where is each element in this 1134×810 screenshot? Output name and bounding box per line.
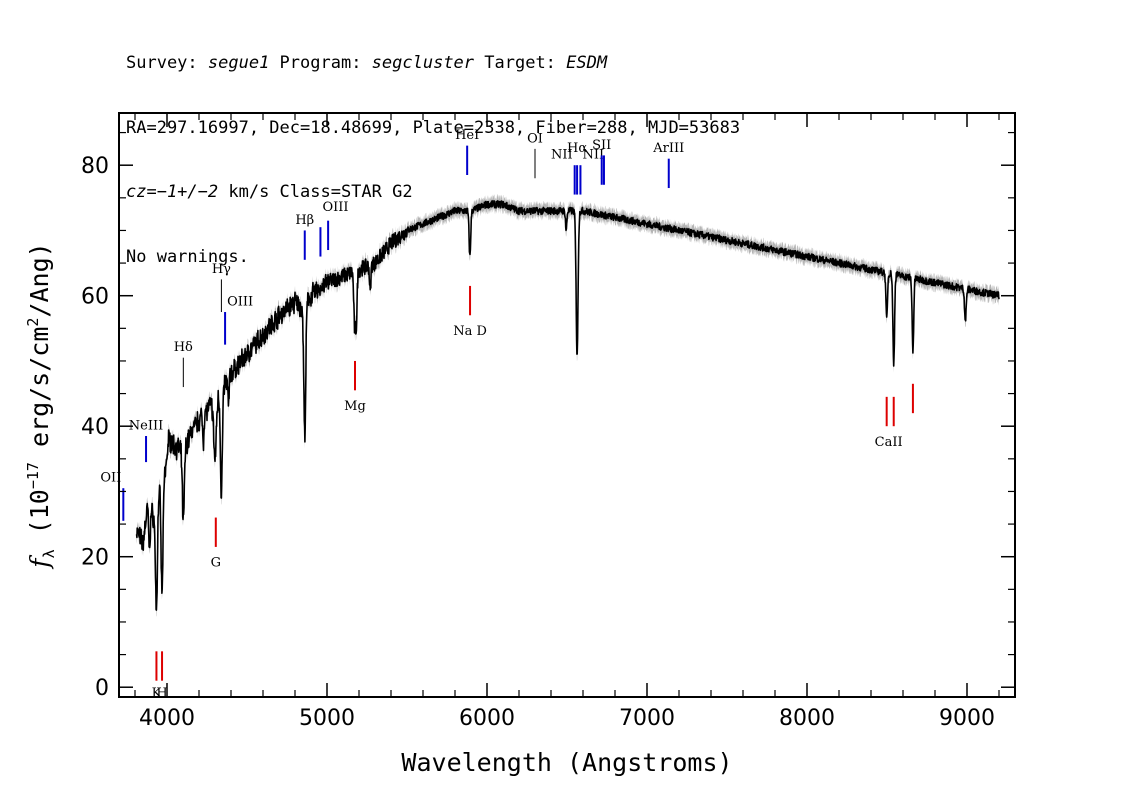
header-survey-part-4: Target:: [474, 53, 567, 73]
x-tick-label-3: 7000: [619, 706, 675, 731]
ylabel-pre: (10: [25, 489, 54, 549]
header-survey-part-5: ESDM: [566, 53, 608, 73]
y-tick-label-4: 80: [81, 154, 109, 179]
absorption-label-4: Na D: [453, 324, 487, 339]
x-axis-title: Wavelength (Angstroms): [401, 748, 732, 777]
emission-label-8: HeI: [455, 128, 479, 143]
header-survey-part-2: Program:: [269, 53, 372, 73]
ylabel-sub: λ: [40, 549, 58, 558]
header-redshift-part-0: cz=−1+/−2: [126, 182, 219, 202]
absorption-label-2: G: [211, 555, 221, 570]
header-line-coordinates: RA=297.16997, Dec=18.48699, Plate=2338, …: [126, 117, 741, 138]
x-tick-label-2: 6000: [459, 706, 515, 731]
emission-label-2: Hδ: [174, 340, 193, 355]
header-redshift-part-1: km/s Class=STAR G2: [218, 182, 413, 202]
absorption-label-5: CaII: [875, 435, 903, 450]
emission-label-1: NeIII: [129, 418, 163, 433]
y-tick-label-3: 60: [81, 285, 109, 310]
emission-label-6: OIII: [322, 200, 348, 215]
emission-label-0: OII: [100, 471, 121, 486]
error-band: [136, 194, 1000, 617]
emission-label-12: NII: [582, 148, 604, 163]
header-line-survey: Survey: segue1 Program: segcluster Targe…: [126, 53, 1116, 75]
header-survey-part-1: segue1: [207, 53, 270, 73]
emission-label-15: ArIII: [652, 141, 684, 156]
x-tick-label-4: 8000: [779, 706, 835, 731]
plot-frame: [118, 112, 1016, 698]
emission-label-9: OI: [527, 131, 543, 146]
y-axis-title: fλ (10−17 erg/s/cm2/Ang): [24, 242, 58, 569]
spectrum-series: [135, 194, 1000, 617]
x-tick-label-0: 4000: [139, 706, 195, 731]
emission-label-10: NII: [551, 148, 573, 163]
emission-label-5: Hβ: [295, 213, 314, 228]
emission-label-13: SII: [592, 138, 611, 153]
absorption-label-1: H: [156, 686, 167, 701]
spectrum-header: Survey: segue1 Program: segcluster Targe…: [126, 10, 1116, 290]
emission-label-11: Hα: [567, 141, 587, 156]
y-tick-label-0: 0: [95, 676, 109, 701]
header-line-warnings: No warnings.: [126, 246, 249, 267]
ylabel-mid: erg/s/cm: [25, 327, 54, 462]
x-tick-label-5: 9000: [939, 706, 995, 731]
x-tick-label-1: 5000: [299, 706, 355, 731]
spectrum-line: [135, 200, 1000, 611]
header-survey-part-3: segcluster: [371, 53, 475, 73]
ylabel-sup2: 2: [24, 318, 42, 327]
ylabel-post: /Ang): [25, 242, 54, 317]
absorption-label-0: K: [152, 686, 162, 701]
header-survey-part-0: Survey:: [126, 53, 208, 73]
emission-label-3: Hγ: [212, 262, 231, 277]
y-tick-label-1: 20: [81, 546, 109, 571]
header-line-redshift-class: cz=−1+/−2 km/s Class=STAR G2: [126, 182, 1116, 204]
axis-ticks: 4000 5000 6000 7000 8000 9000 0 20 40 60 80: [81, 113, 1015, 731]
ylabel-sup1: −17: [24, 462, 42, 489]
ylabel-f: f: [25, 555, 54, 570]
y-tick-label-2: 40: [81, 415, 109, 440]
absorption-label-3: Mg: [344, 399, 366, 414]
emission-label-4: OIII: [227, 294, 253, 309]
